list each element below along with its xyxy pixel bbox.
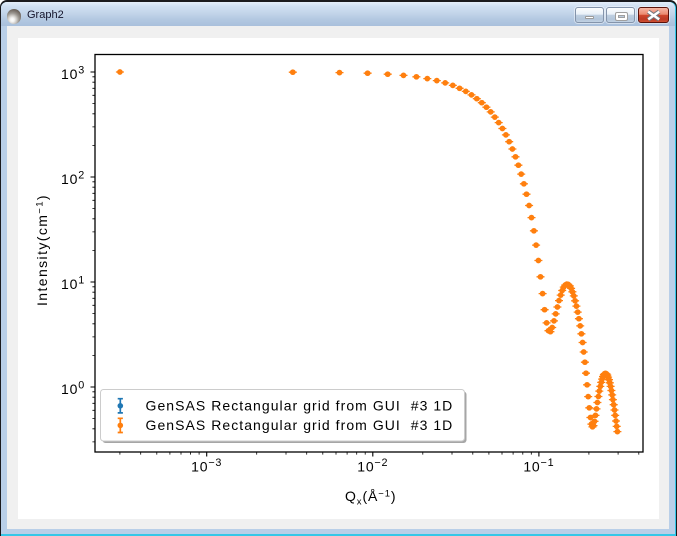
- svg-text:102: 102: [61, 170, 85, 188]
- svg-text:10−3: 10−3: [191, 457, 222, 475]
- svg-text:101: 101: [61, 275, 85, 293]
- svg-text:10−1: 10−1: [523, 457, 554, 475]
- svg-text:GenSAS Rectangular grid from G: GenSAS Rectangular grid from GUI #3 1D: [146, 397, 454, 413]
- svg-text:100: 100: [61, 380, 85, 398]
- svg-text:Qx(Å−1): Qx(Å−1): [345, 488, 396, 507]
- svg-text:103: 103: [61, 65, 85, 83]
- svg-text:10−2: 10−2: [357, 457, 388, 475]
- svg-text:Intensity(cm−1): Intensity(cm−1): [34, 194, 50, 306]
- svg-text:GenSAS Rectangular grid from G: GenSAS Rectangular grid from GUI #3 1D: [146, 417, 454, 433]
